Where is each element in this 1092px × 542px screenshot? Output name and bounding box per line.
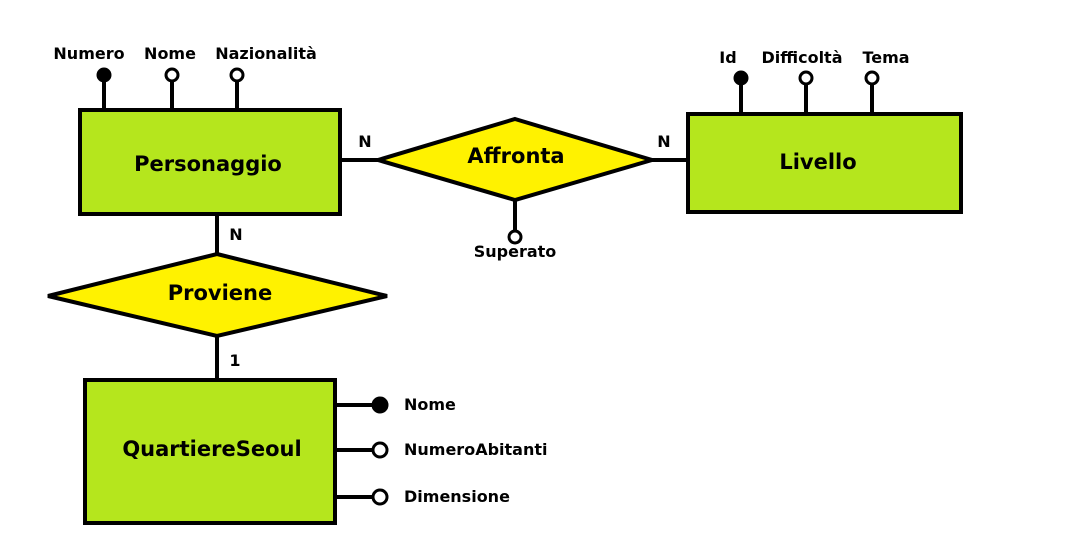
entity-personaggio-label: Personaggio <box>134 152 282 176</box>
svg-text:Nome: Nome <box>144 44 196 63</box>
entity-quartiere-label: QuartiereSeoul <box>122 437 301 461</box>
attr-personaggio-nome: Nome <box>144 44 196 110</box>
cardinality-personaggio-proviene: N <box>229 225 242 244</box>
svg-text:NumeroAbitanti: NumeroAbitanti <box>404 440 547 459</box>
svg-text:Dimensione: Dimensione <box>404 487 510 506</box>
key-attribute-marker <box>96 67 112 83</box>
attr-personaggio-numero: Numero <box>53 44 125 110</box>
attribute-marker <box>798 70 814 86</box>
cardinality-personaggio-affronta: N <box>358 132 371 151</box>
relationship-affronta: Affronta <box>370 116 660 203</box>
svg-text:Nome: Nome <box>404 395 456 414</box>
attribute-marker <box>164 67 180 83</box>
attr-affronta-superato: Superato <box>474 200 557 261</box>
cardinality-livello-affronta: N <box>657 132 670 151</box>
relationship-affronta-label: Affronta <box>467 144 564 168</box>
attr-quartiere-dimensione: Dimensione <box>335 487 510 506</box>
svg-text:Numero: Numero <box>53 44 124 63</box>
cardinality-quartiere-proviene: 1 <box>229 351 240 370</box>
svg-text:Superato: Superato <box>474 242 557 261</box>
attribute-marker <box>371 441 389 459</box>
svg-text:Tema: Tema <box>862 48 909 67</box>
attribute-marker <box>229 67 245 83</box>
svg-text:Nazionalità: Nazionalità <box>215 44 317 63</box>
relationship-proviene: Proviene <box>47 251 388 339</box>
attribute-marker <box>507 229 523 245</box>
entity-livello: Livello <box>686 112 963 214</box>
key-attribute-marker <box>371 396 389 414</box>
attr-livello-tema: Tema <box>862 48 910 114</box>
entity-personaggio: Personaggio <box>78 108 342 216</box>
entity-quartiere-seoul: QuartiereSeoul <box>83 378 337 525</box>
attribute-marker <box>371 488 389 506</box>
attribute-marker <box>864 70 880 86</box>
attr-livello-difficolta: Difficoltà <box>761 48 843 114</box>
attr-livello-id: Id <box>719 48 749 114</box>
entity-livello-label: Livello <box>779 150 856 174</box>
key-attribute-marker <box>733 70 749 86</box>
attr-quartiere-numero-abitanti: NumeroAbitanti <box>335 440 547 459</box>
attr-quartiere-nome: Nome <box>335 395 456 414</box>
relationship-proviene-label: Proviene <box>168 281 273 305</box>
svg-text:Difficoltà: Difficoltà <box>761 48 842 67</box>
attr-personaggio-nazionalita: Nazionalità <box>215 44 317 110</box>
svg-text:Id: Id <box>719 48 736 67</box>
